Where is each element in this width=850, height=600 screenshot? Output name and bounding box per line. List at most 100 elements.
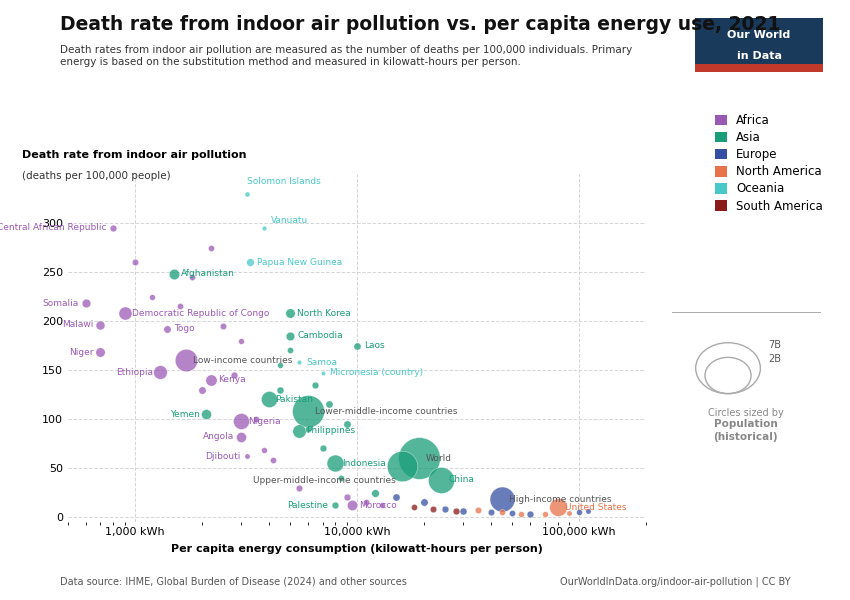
Point xyxy=(292,358,306,367)
Point xyxy=(496,508,509,517)
Text: Micronesia (country): Micronesia (country) xyxy=(330,368,422,377)
Text: Angola: Angola xyxy=(202,432,234,441)
Point xyxy=(395,461,409,471)
Point xyxy=(128,257,142,267)
Point xyxy=(241,452,254,461)
Point xyxy=(350,341,364,350)
Point xyxy=(292,426,306,436)
Point xyxy=(506,508,519,518)
Text: North Korea: North Korea xyxy=(298,308,351,318)
Point xyxy=(389,493,403,502)
Point xyxy=(551,502,564,512)
Point xyxy=(283,346,297,355)
Point xyxy=(257,446,270,455)
Text: Djibouti: Djibouti xyxy=(205,452,241,461)
Point xyxy=(118,308,132,318)
Point xyxy=(496,494,509,504)
Point xyxy=(471,505,484,515)
Text: China: China xyxy=(449,475,474,484)
Point xyxy=(179,355,193,365)
Text: Death rate from indoor air pollution: Death rate from indoor air pollution xyxy=(22,150,246,160)
Text: Laos: Laos xyxy=(364,341,384,350)
Text: Cambodia: Cambodia xyxy=(298,331,343,340)
Text: Papua New Guinea: Papua New Guinea xyxy=(257,258,343,267)
Point xyxy=(283,308,297,318)
X-axis label: Per capita energy consumption (kilowatt-hours per person): Per capita energy consumption (kilowatt-… xyxy=(171,544,543,554)
Text: Yemen: Yemen xyxy=(170,410,200,419)
Text: Democratic Republic of Congo: Democratic Republic of Congo xyxy=(132,308,269,318)
Point xyxy=(241,189,254,199)
Text: Lower-middle-income countries: Lower-middle-income countries xyxy=(314,407,457,416)
Text: Morocco: Morocco xyxy=(359,501,397,510)
Point xyxy=(204,243,218,253)
Point xyxy=(407,502,421,512)
Point xyxy=(376,500,389,510)
Point xyxy=(316,368,330,378)
Point xyxy=(173,302,187,311)
Text: Somalia: Somalia xyxy=(42,299,79,308)
Point xyxy=(301,424,314,434)
Point xyxy=(79,299,93,308)
Text: Solomon Islands: Solomon Islands xyxy=(247,176,320,185)
Text: Low-income countries: Low-income countries xyxy=(193,356,292,365)
Point xyxy=(456,506,470,516)
Point xyxy=(195,385,208,394)
Text: Afghanistan: Afghanistan xyxy=(181,269,235,278)
Text: in Data: in Data xyxy=(737,52,781,61)
Legend: Africa, Asia, Europe, North America, Oceania, South America: Africa, Asia, Europe, North America, Oce… xyxy=(715,114,823,212)
Point xyxy=(368,488,382,497)
Point xyxy=(484,508,497,517)
Point xyxy=(434,475,448,485)
Text: Pakistan: Pakistan xyxy=(275,395,314,404)
Point xyxy=(329,500,343,510)
Point xyxy=(340,493,354,502)
Text: United States: United States xyxy=(564,503,626,512)
Point xyxy=(439,505,452,514)
Text: (historical): (historical) xyxy=(713,432,779,442)
Point xyxy=(249,414,263,424)
Text: Circles sized by: Circles sized by xyxy=(708,407,784,418)
Point xyxy=(335,473,348,482)
Point xyxy=(94,347,107,357)
Text: Ethiopia: Ethiopia xyxy=(116,368,153,377)
Point xyxy=(167,269,181,279)
Point xyxy=(106,223,120,233)
Point xyxy=(273,385,286,394)
Text: 2B: 2B xyxy=(768,353,781,364)
Point xyxy=(412,454,426,463)
Text: Vanuatu: Vanuatu xyxy=(270,217,308,226)
Text: Central African Republic: Central African Republic xyxy=(0,223,106,232)
Point xyxy=(450,506,463,516)
Text: Kenya: Kenya xyxy=(218,376,246,385)
Point xyxy=(184,272,198,282)
Text: Samoa: Samoa xyxy=(306,358,337,367)
Point xyxy=(283,331,297,341)
Point xyxy=(301,406,314,416)
Point xyxy=(514,509,528,519)
Text: Data source: IHME, Global Burden of Disease (2024) and other sources: Data source: IHME, Global Burden of Dise… xyxy=(60,577,406,587)
Point xyxy=(562,508,575,518)
Point xyxy=(426,505,439,514)
Point xyxy=(145,292,159,301)
Text: Indonesia: Indonesia xyxy=(343,458,386,467)
Point xyxy=(217,321,230,331)
Point xyxy=(234,336,247,346)
Text: Our World: Our World xyxy=(728,30,791,40)
Point xyxy=(161,324,174,334)
Text: Population: Population xyxy=(714,419,778,430)
Point xyxy=(329,458,343,468)
Point xyxy=(345,500,359,510)
Point xyxy=(243,257,257,267)
Point xyxy=(200,409,213,419)
Text: Niger: Niger xyxy=(69,348,94,357)
Text: (deaths per 100,000 people): (deaths per 100,000 people) xyxy=(22,170,170,181)
Point xyxy=(273,361,286,370)
Text: Palestine: Palestine xyxy=(287,501,329,510)
Point xyxy=(417,497,431,507)
Point xyxy=(228,370,241,380)
Point xyxy=(581,506,595,516)
Point xyxy=(234,432,247,442)
Text: Upper-middle-income countries: Upper-middle-income countries xyxy=(252,476,395,485)
Point xyxy=(292,483,306,493)
Text: 7B: 7B xyxy=(768,340,781,350)
